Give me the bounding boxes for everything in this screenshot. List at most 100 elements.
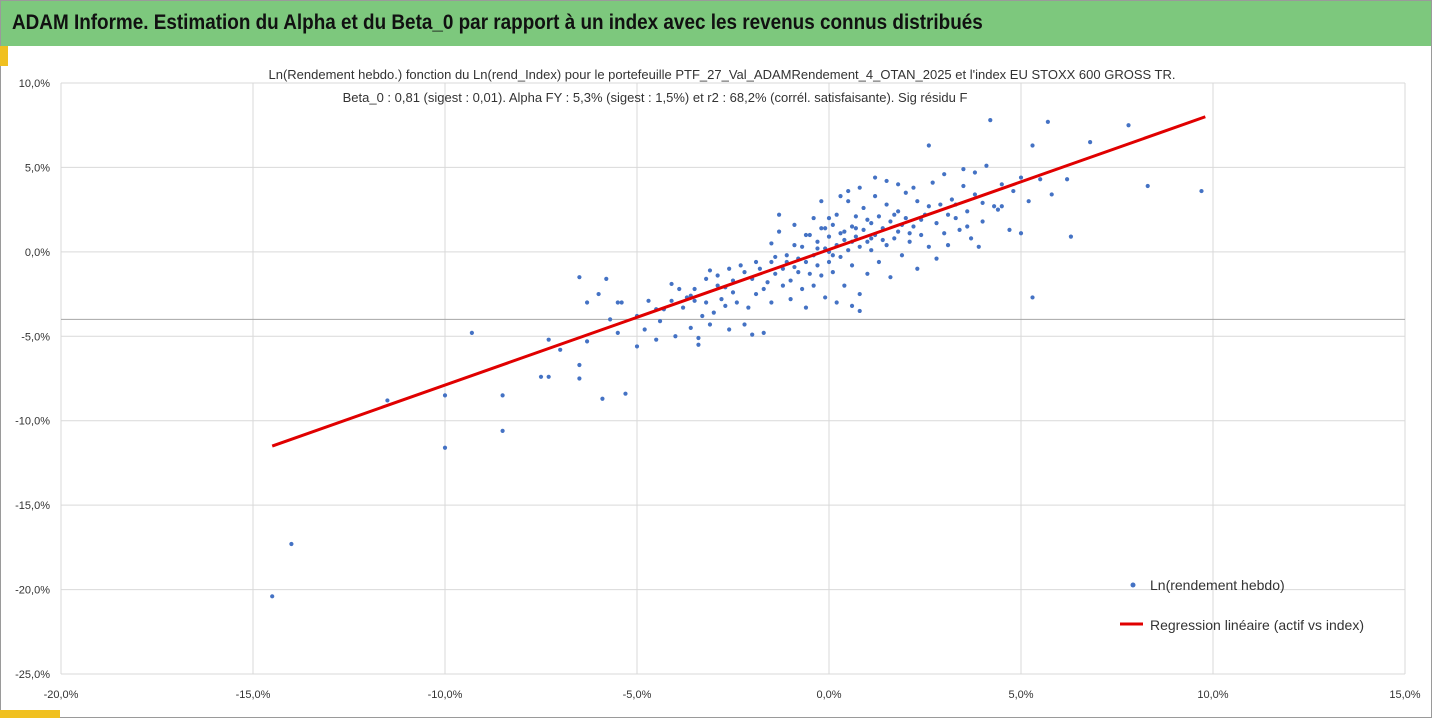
- scatter-point: [984, 163, 989, 168]
- scatter-point: [1064, 177, 1070, 182]
- scatter-point: [757, 266, 762, 271]
- x-axis-tick-labels: -20,0% -15,0% -10,0% -5,0% 0,0% 5,0% 10,0% 15,0…: [44, 689, 1421, 701]
- scatter-point: [1030, 143, 1035, 148]
- scatter-point: [796, 270, 801, 275]
- scatter-point: [1199, 188, 1204, 194]
- scatter-point: [577, 362, 582, 368]
- scatter-point: [953, 215, 958, 221]
- x-tick-label: 15,0%: [1389, 689, 1420, 701]
- scatter-point: [742, 322, 747, 327]
- scatter-point: [819, 226, 824, 231]
- scatter-point: [869, 236, 874, 241]
- scatter-point: [934, 221, 939, 226]
- scatter-point: [865, 217, 870, 222]
- scatter-point: [769, 259, 774, 265]
- scatter-point: [803, 305, 809, 310]
- scatter-point: [857, 185, 862, 190]
- scatter-point: [1011, 188, 1016, 194]
- regression-line-layer: [271, 115, 1206, 448]
- scatter-point: [819, 199, 824, 204]
- scatter-point: [727, 266, 732, 271]
- scatter-point: [942, 172, 947, 177]
- scatter-point: [876, 214, 882, 219]
- scatter-point: [642, 327, 647, 332]
- scatter-point: [634, 344, 640, 349]
- scatter-point: [869, 221, 874, 226]
- report-title: ADAM Informe. Estimation du Alpha et du …: [12, 11, 983, 34]
- y-tick-label: -25,0%: [15, 669, 50, 681]
- scatter-point: [846, 248, 851, 253]
- scatter-point: [646, 298, 651, 303]
- y-tick-label: 5,0%: [25, 162, 50, 174]
- scatter-point: [915, 266, 920, 271]
- scatter-point: [988, 118, 993, 123]
- scatter-point: [980, 219, 985, 224]
- scatter-point: [792, 264, 797, 270]
- scatter-point: [903, 190, 908, 195]
- scatter-point: [853, 234, 858, 239]
- scatter-point: [761, 286, 766, 292]
- scatter-point: [692, 286, 697, 292]
- scatter-point: [830, 222, 835, 227]
- scatter-point: [849, 224, 855, 229]
- x-tick-label: 5,0%: [1008, 689, 1033, 701]
- scatter-point: [815, 263, 820, 268]
- scatter-point: [907, 239, 912, 244]
- scatter-point: [815, 239, 820, 244]
- scatter-point: [965, 224, 970, 229]
- scatter-point: [968, 236, 974, 241]
- scatter-point: [849, 303, 855, 308]
- scatter-point: [896, 229, 901, 234]
- scatter-point: [604, 276, 609, 281]
- scatter-point: [669, 281, 674, 287]
- scatter-point: [961, 183, 966, 189]
- scatter-point: [719, 297, 724, 302]
- scatter-point: [1026, 199, 1031, 204]
- scatter-point: [773, 271, 778, 276]
- scatter-point: [899, 253, 905, 258]
- scatter-point: [792, 243, 797, 248]
- scatter-point: [1038, 177, 1043, 182]
- scatter-point: [811, 283, 816, 288]
- scatter-point: [857, 291, 862, 297]
- scatter-point: [903, 215, 908, 221]
- x-tick-label: -5,0%: [623, 689, 652, 701]
- scatter-point: [715, 273, 720, 278]
- scatter-point: [727, 327, 732, 332]
- scatter-point: [558, 347, 563, 352]
- scatter-point: [270, 594, 275, 599]
- y-axis-tick-labels: 10,0% 5,0% 0,0% -5,0% -10,0% -15,0% -20,0% -25,…: [15, 78, 50, 681]
- legend-label-regression: Regression linéaire (actif vs index): [1150, 617, 1364, 633]
- scatter-point: [911, 185, 916, 190]
- legend: Ln(rendement hebdo) Regression linéaire …: [1120, 577, 1364, 633]
- scatter-point: [861, 205, 866, 211]
- scatter-point: [1068, 234, 1074, 239]
- scatter-point: [730, 290, 736, 295]
- scatter-point: [707, 268, 713, 273]
- scatter-point: [807, 232, 812, 238]
- x-tick-label: -15,0%: [236, 689, 271, 701]
- scatter-point: [865, 271, 870, 276]
- scatter-point: [784, 253, 789, 258]
- scatter-point: [742, 270, 747, 275]
- scatter-point: [765, 280, 770, 285]
- scatter-point: [711, 310, 716, 315]
- scatter-point: [753, 259, 759, 265]
- scatter-point: [800, 286, 805, 292]
- scatter-point: [949, 197, 954, 202]
- scatter-point: [1018, 231, 1024, 236]
- scatter-point: [826, 234, 832, 239]
- scatter-point: [584, 339, 590, 344]
- scatter-point: [911, 224, 916, 229]
- scatter-point: [857, 244, 862, 249]
- scatter-point: [926, 204, 931, 209]
- scatter-point: [834, 300, 839, 305]
- scatter-point: [915, 199, 920, 204]
- y-tick-label: -15,0%: [15, 500, 50, 512]
- scatter-point: [500, 428, 505, 433]
- scatter-point: [723, 303, 728, 308]
- scatter-point: [577, 275, 582, 280]
- scatter-point: [769, 300, 774, 305]
- scatter-point: [807, 271, 812, 276]
